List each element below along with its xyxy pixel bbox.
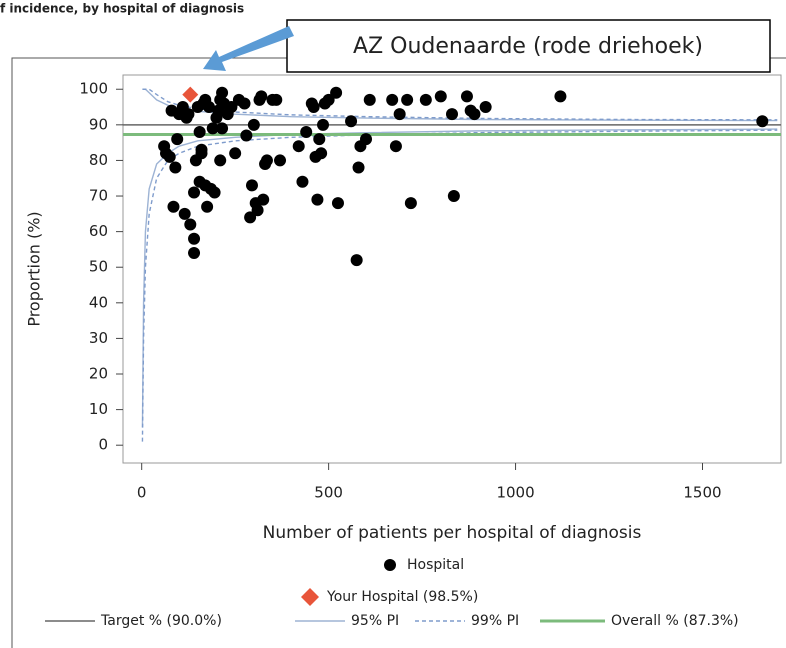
- point: [257, 193, 270, 206]
- point: [345, 115, 358, 128]
- annotation: AZ Oudenaarde (rode driehoek): [353, 34, 703, 59]
- point: [169, 161, 182, 174]
- point: [208, 186, 221, 199]
- point: [245, 179, 258, 192]
- point: [167, 200, 180, 213]
- point: [188, 186, 201, 199]
- point: [756, 115, 769, 128]
- x-tick-label: 500: [314, 484, 343, 502]
- y-tick-label: 0: [98, 436, 108, 454]
- point: [330, 86, 343, 99]
- legend-label: Your Hospital (98.5%): [326, 589, 478, 605]
- point: [360, 133, 373, 146]
- point: [201, 200, 214, 213]
- point: [193, 125, 206, 138]
- point: [216, 86, 229, 99]
- y-tick-label: 60: [89, 222, 108, 240]
- y-tick-label: 80: [89, 151, 108, 169]
- point: [322, 93, 335, 106]
- point: [401, 93, 414, 106]
- y-tick-label: 20: [89, 365, 108, 383]
- point: [296, 175, 309, 188]
- point: [468, 108, 481, 121]
- point: [434, 90, 447, 103]
- x-tick-label: 1000: [496, 484, 534, 502]
- point: [202, 101, 215, 114]
- point: [270, 93, 283, 106]
- legend-label: Overall % (87.3%): [611, 613, 739, 629]
- point: [238, 97, 251, 110]
- point: [184, 218, 197, 231]
- point: [163, 150, 176, 163]
- point: [229, 147, 242, 160]
- point: [447, 190, 460, 203]
- point: [274, 154, 287, 167]
- legend-label: 99% PI: [471, 613, 519, 629]
- point: [255, 90, 268, 103]
- x-tick-label: 0: [137, 484, 147, 502]
- point: [386, 93, 399, 106]
- point: [404, 197, 417, 210]
- point: [300, 125, 313, 138]
- y-tick-label: 70: [89, 187, 108, 205]
- point: [216, 122, 229, 135]
- limit-line: [141, 129, 778, 442]
- y-tick-label: 100: [79, 80, 108, 98]
- x-axis-label: Number of patients per hospital of diagn…: [263, 523, 642, 543]
- diamond-marker: [182, 86, 199, 103]
- point: [251, 204, 264, 217]
- y-tick-label: 90: [89, 115, 108, 133]
- point: [389, 140, 402, 153]
- point: [206, 122, 219, 135]
- arrow: [203, 26, 294, 71]
- point: [313, 133, 326, 146]
- point: [446, 108, 458, 121]
- point: [479, 101, 492, 114]
- plot-area: [122, 74, 782, 464]
- x-tick-label: 1500: [683, 484, 721, 502]
- point: [315, 147, 328, 160]
- y-axis-label: Proportion (%): [25, 211, 44, 326]
- legend-label: Hospital: [407, 557, 464, 573]
- point: [260, 154, 273, 167]
- limit-line: [141, 128, 778, 428]
- point: [363, 93, 376, 106]
- point: [195, 147, 208, 160]
- point: [188, 246, 201, 259]
- point: [384, 559, 396, 571]
- point: [182, 108, 195, 121]
- point: [178, 207, 191, 220]
- annotation-box: [286, 19, 771, 73]
- point: [554, 90, 567, 103]
- point: [460, 90, 473, 103]
- point: [292, 140, 305, 153]
- y-tick-label: 30: [89, 329, 108, 347]
- point: [331, 197, 344, 210]
- y-tick-label: 40: [89, 293, 108, 311]
- point: [247, 118, 260, 131]
- point: [171, 133, 184, 146]
- legend-label: 95% PI: [351, 613, 399, 629]
- point: [419, 93, 432, 106]
- point: [393, 108, 406, 121]
- point: [350, 254, 363, 267]
- legend-label: Target % (90.0%): [100, 613, 222, 629]
- point: [188, 232, 201, 245]
- diamond-marker: [301, 588, 319, 606]
- point: [352, 161, 365, 174]
- point: [317, 118, 330, 131]
- point: [311, 193, 324, 206]
- y-tick-label: 10: [89, 400, 108, 418]
- y-tick-label: 50: [89, 258, 108, 276]
- point: [307, 101, 320, 114]
- header: f incidence, by hospital of diagnosis: [0, 2, 244, 16]
- point: [225, 101, 238, 114]
- point: [214, 154, 227, 167]
- point: [240, 129, 253, 142]
- point: [244, 211, 257, 224]
